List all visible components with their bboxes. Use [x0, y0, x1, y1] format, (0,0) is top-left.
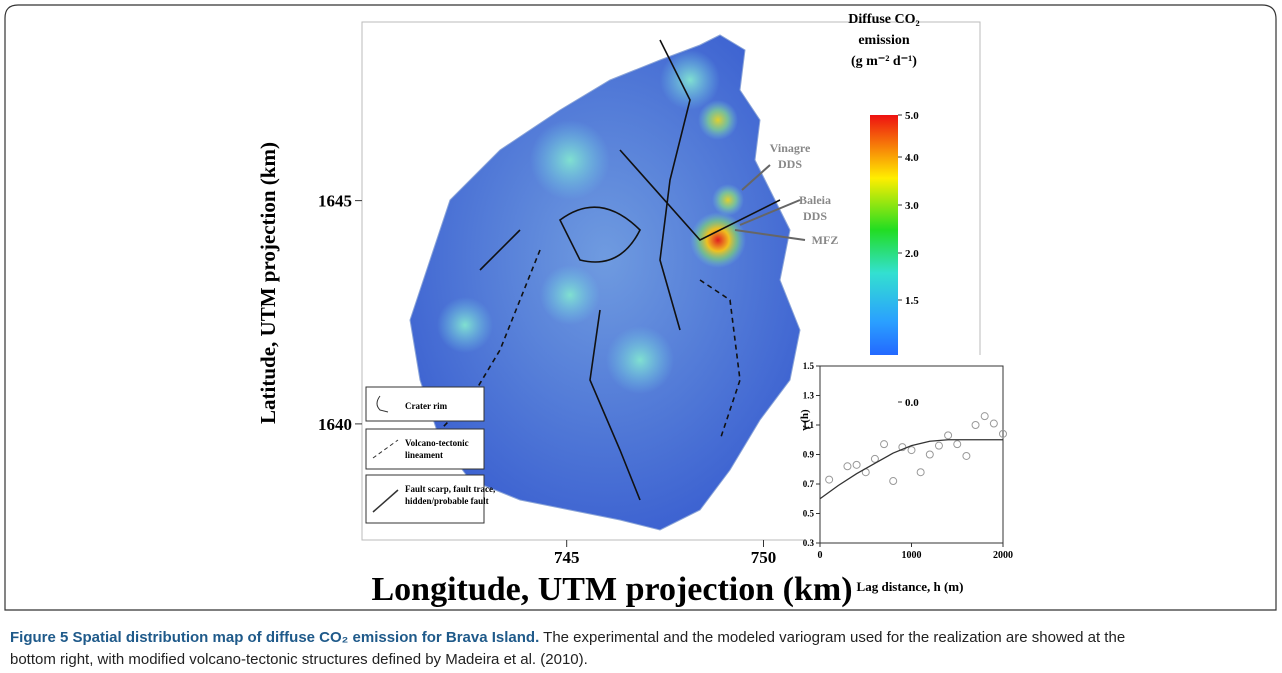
map-x-label: Longitude, UTM projection (km) [371, 571, 852, 608]
y-tick-label: 0.7 [803, 479, 815, 489]
legend-label: Volcano-tectonic [405, 438, 469, 448]
hot-spot [540, 265, 600, 325]
variogram-x-label: Lag distance, h (m) [857, 579, 964, 594]
colorbar-title: (g m⁻² d⁻¹) [851, 54, 917, 69]
x-tick-label: 750 [751, 548, 777, 567]
legend-label: Crater rim [405, 401, 448, 411]
caption-text-1: The experimental and the modeled variogr… [543, 629, 1125, 646]
hot-spot [606, 326, 674, 394]
colorbar-title: Diffuse CO₂ [848, 12, 919, 27]
colorbar-tick-label: 3.0 [905, 200, 919, 212]
colorbar-tick-label: 4.0 [905, 152, 919, 164]
y-tick-label: 1.5 [803, 361, 815, 371]
map-annotation: DDS [803, 209, 827, 223]
caption: Figure 5 Spatial distribution map of dif… [10, 629, 1125, 646]
colorbar-tick-label: 2.0 [905, 248, 919, 260]
caption-title: Figure 5 Spatial distribution map of dif… [10, 629, 539, 646]
x-tick-label: 0 [818, 550, 823, 561]
colorbar-tick-label: 5.0 [905, 110, 919, 122]
colorbar-title: emission [858, 33, 910, 48]
y-tick-label: 0.3 [803, 538, 815, 548]
y-tick-label: 0.5 [803, 509, 815, 519]
x-tick-label: 745 [554, 548, 580, 567]
legend-label: Fault scarp, fault trace, [405, 484, 495, 494]
map-annotation: DDS [778, 157, 802, 171]
variogram-panel [805, 355, 1022, 545]
hot-spot [712, 184, 744, 216]
map-annotation: MFZ [812, 233, 839, 247]
hot-spot [530, 120, 610, 200]
y-tick-label: 0.9 [803, 450, 815, 460]
y-tick-label: 1640 [318, 415, 352, 434]
caption-text-2: bottom right, with modified volcano-tect… [10, 651, 588, 668]
hot-spot [437, 297, 493, 353]
figure-page: Longitude, UTM projection (km) Latitude,… [0, 0, 1282, 673]
legend-label: hidden/probable fault [405, 496, 489, 506]
map-annotation: Baleia [799, 193, 831, 207]
map-y-label: Latitude, UTM projection (km) [256, 142, 280, 424]
colorbar-tick-label: 0.0 [905, 397, 919, 409]
x-tick-label: 2000 [993, 550, 1013, 561]
x-tick-label: 1000 [902, 550, 922, 561]
y-tick-label: 1.1 [803, 420, 815, 430]
y-tick-label: 1.3 [803, 391, 815, 401]
colorbar-tick-label: 1.5 [905, 295, 919, 307]
legend-label: lineament [405, 450, 443, 460]
map-annotation: Vinagre [770, 141, 811, 155]
y-tick-label: 1645 [318, 192, 352, 211]
